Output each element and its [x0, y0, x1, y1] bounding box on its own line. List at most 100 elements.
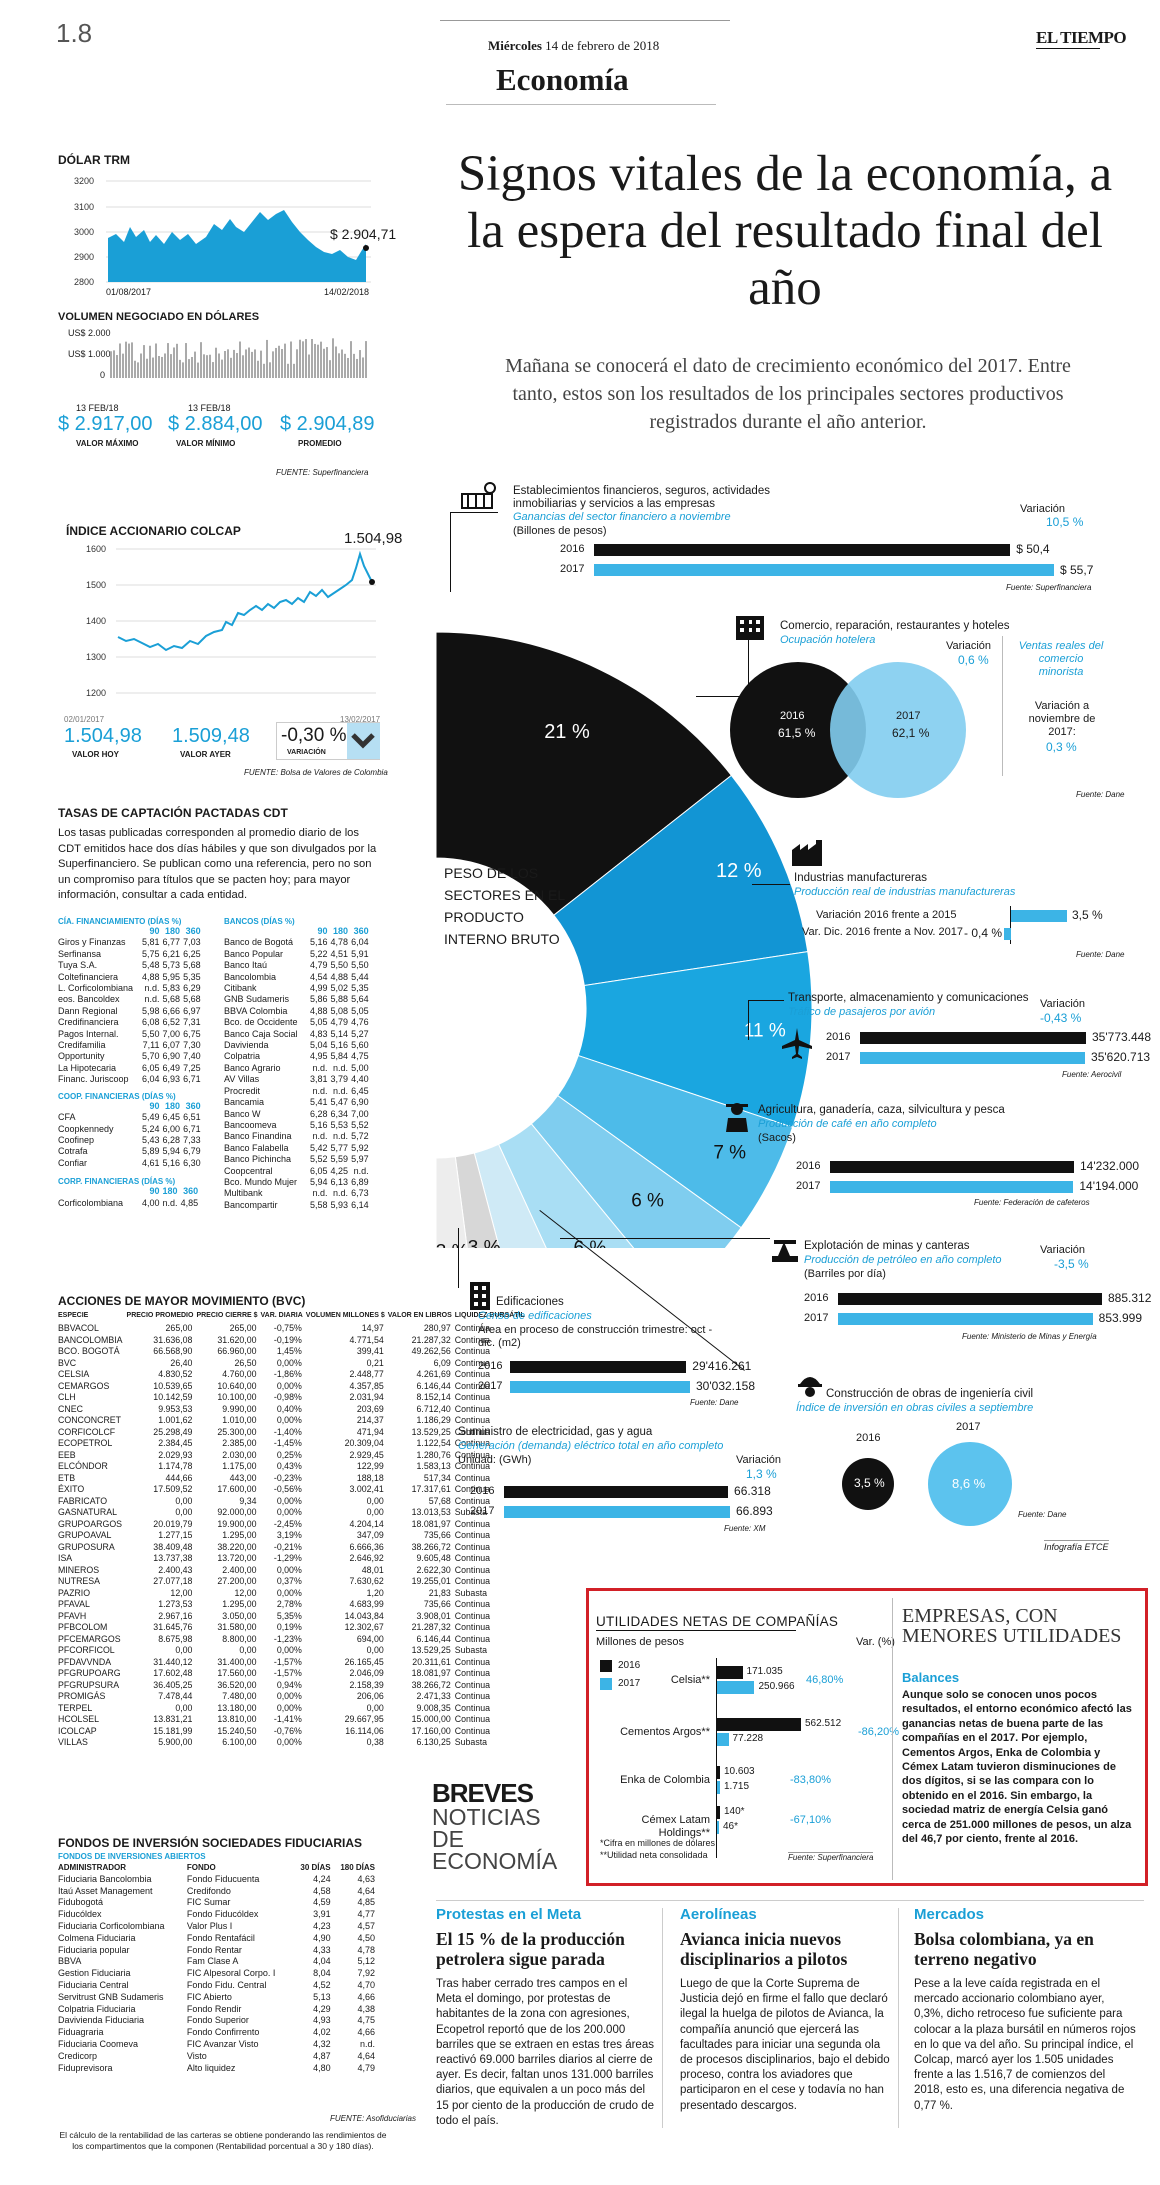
breve-2: Aerolíneas Avianca inicia nuevos discipl… [680, 1906, 890, 2114]
volume-bar [365, 341, 367, 378]
colcap-x-end: 13/02/2017 [340, 715, 381, 724]
obr-v1: 3,5 % [854, 1476, 885, 1490]
farmer-icon [726, 1103, 748, 1132]
colcap-chart: 1600 1500 1400 1300 1200 [86, 544, 376, 698]
table-row: PFAVAL 1.273,53 1.295,00 2,78% 4.683,99 735,6… [58, 1599, 490, 1609]
colcap-source: FUENTE: Bolsa de Valores de Colombia [244, 768, 388, 777]
legend-2016-swatch [600, 1660, 612, 1672]
volume-bar [236, 353, 238, 378]
com-v2: 62,1 % [892, 726, 930, 740]
volume-bar [242, 355, 244, 378]
company-name: Cementos Argos** [620, 1726, 710, 1738]
table-row: BCO. BOGOTÁ 66.568,90 66.960,00 1,45% 399,41… [58, 1346, 490, 1356]
min-var-label: Variación [1040, 1244, 1086, 1256]
table-row: PAZRIO 12,00 12,00 0,00% 1,20 21,83 Subasta [58, 1587, 488, 1598]
bar-2017 [860, 1052, 1086, 1064]
dolar-min: $ 2.884,00 [168, 413, 263, 435]
volume-bar [281, 348, 283, 378]
table-row: CORFICOLCF 25.298,49 25.300,00 -1,40% 471,94… [58, 1426, 490, 1437]
variation: -83,80% [790, 1774, 831, 1786]
table-row: Banco Caja Social 4,83 5,14 5,27 [224, 1028, 369, 1039]
volume-bar [239, 341, 241, 378]
edi-y1: 2016 [478, 1360, 503, 1372]
volume-bar [224, 351, 226, 378]
donut-slice [577, 951, 813, 1128]
pib-donut: 21 %12 %11 %7 %6 %6 %4 %3 %3 % [436, 631, 813, 1248]
table-row: La Hipotecaria 6,05 6,49 7,25 [58, 1062, 201, 1073]
utilidades-source: Fuente: Superfinanciera [788, 1852, 874, 1862]
volume-bar [134, 360, 136, 378]
dolar-x-end: 14/02/2018 [324, 287, 370, 297]
com-y1: 2016 [780, 710, 805, 722]
headline: Signos vitales de la economía, a la espe… [457, 146, 1113, 316]
fondos-title: FONDOS DE INVERSIÓN SOCIEDADES FIDUCIARI… [58, 1836, 363, 1850]
volume-bar [164, 353, 166, 378]
table-row: Serfinansa 5,75 6,21 6,25 [58, 948, 201, 959]
volume-bar [266, 339, 268, 378]
volume-bar [140, 353, 142, 378]
volume-bar [179, 359, 181, 378]
volume-bar [347, 357, 349, 378]
volume-bar [254, 349, 256, 378]
volume-bar [251, 351, 253, 378]
obr-source: Fuente: Dane [1018, 1510, 1067, 1519]
volume-bar [296, 349, 298, 378]
bar-2016 [594, 544, 1011, 556]
volume-bar [314, 343, 316, 378]
volume-bar [308, 354, 310, 378]
table-row: Fiduciaria Bancolombia Fondo Fiducuenta 4,… [58, 1873, 375, 1884]
volume-bar [329, 360, 331, 378]
edi-sub: Censo de edificaciones [478, 1310, 592, 1322]
volume-bar [323, 348, 325, 378]
table-row: Banco W 6,28 6,34 7,00 [224, 1108, 369, 1119]
table-row: PFCORFICOL 0,00 0,00 0,00% 0,00 13.529,25 Suba… [58, 1645, 488, 1655]
svg-text:1400: 1400 [86, 616, 106, 626]
table-row: Fiduciaria Coomeva FIC Avanzar Visto 4,32 n… [58, 2038, 375, 2049]
value-2016: 171.035 [746, 1666, 783, 1677]
table-row: Coltefinanciera 4,88 5,95 5,35 [58, 971, 201, 982]
volume-bar [125, 341, 127, 378]
donut-label: PESO DE LOS SECTORES EN EL PRODUCTO INTE… [444, 865, 565, 947]
ind-r2v: - 0,4 % [964, 926, 1003, 940]
dolar-title: DÓLAR TRM [58, 153, 130, 167]
ind-r2: Var. Dic. 2016 frente a Nov. 2017 [802, 926, 964, 938]
tra-sub: Tráfico de pasajeros por avión [788, 1006, 936, 1018]
table-row: ECOPETROL 2.384,45 2.385,00 -1,45% 20.309,04… [58, 1438, 490, 1448]
volume-bar [119, 343, 121, 378]
lead: Mañana se conocerá el dato de crecimient… [505, 355, 1071, 433]
variation: -67,10% [790, 1814, 831, 1826]
utilidades-title: UTILIDADES NETAS DE COMPAÑÍAS [596, 1614, 839, 1629]
table-row: Coopcentral 6,05 4,25 n.d. [224, 1165, 369, 1176]
dolar-source: FUENTE: Superfinanciera [276, 468, 369, 477]
vol-tick: 0 [100, 370, 106, 380]
donut-slice-label: 3 % [436, 1241, 469, 1248]
table-row: CEMARGOS 10.539,65 10.640,00 0,00% 4.357,85 6… [58, 1380, 490, 1391]
volume-bar [278, 345, 280, 378]
utilidades-box [586, 1588, 1148, 1886]
svg-text:1200: 1200 [86, 688, 106, 698]
volume-bar [260, 350, 262, 378]
table-row: NUTRESA 27.077,18 27.200,00 0,37% 7.630,62 19… [58, 1576, 490, 1586]
table-row: Fiduciaria popular Fondo Rentar 4,33 4,78 [58, 1944, 375, 1955]
volume-bar [257, 360, 259, 378]
company-name: Cémex Latam Holdings** [641, 1814, 710, 1839]
utilidades-note2: **Utilidad neta consolidada [600, 1850, 708, 1860]
table-row: Banco Falabella 5,42 5,77 5,92 [224, 1142, 369, 1153]
table-row: Banco Popular 5,22 4,51 5,91 [224, 948, 369, 959]
com-var-label: Variación [946, 640, 992, 652]
obr-v2: 8,6 % [952, 1476, 986, 1491]
bar-2016 [510, 1361, 687, 1373]
bar-2016 [717, 1766, 720, 1779]
table-row: Bancompartir 5,58 5,93 6,14 [224, 1199, 369, 1210]
colcap-x-start: 02/01/2017 [64, 715, 105, 724]
edi-v2: 30'032.158 [696, 1379, 756, 1393]
ind-bar-1 [1011, 910, 1067, 922]
volume-bar [359, 350, 361, 378]
volume-bar [188, 359, 190, 378]
bar-2017 [717, 1821, 719, 1834]
volume-bar [350, 341, 352, 378]
agr-y2: 2017 [796, 1180, 821, 1192]
table-row: Tuya S.A. 5,48 5,73 5,68 [58, 960, 201, 971]
table-row: HCOLSEL 13.831,21 13.810,00 -1,41% 29.667,95… [58, 1714, 490, 1724]
table-row: Banco Itaú 4,79 5,50 5,50 [224, 960, 369, 971]
